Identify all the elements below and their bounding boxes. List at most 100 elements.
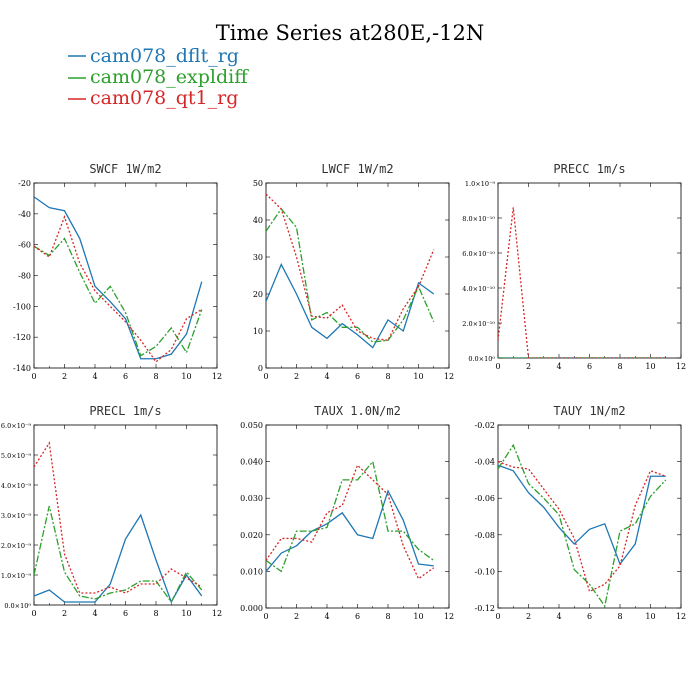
y-tick-label: 0.010 [240, 567, 263, 576]
series-line-cam078_expldiff [498, 443, 667, 608]
y-tick-label: -0.08 [474, 531, 495, 540]
y-tick-label: 30 [253, 253, 263, 262]
y-tick-label: -0.04 [474, 458, 495, 467]
x-tick-label: 4 [92, 372, 97, 381]
y-tick-label: 2.0×10⁻⁹ [1, 542, 31, 550]
x-tick-label: 4 [556, 612, 561, 621]
x-tick-label: 8 [385, 612, 390, 621]
x-tick-label: 6 [123, 372, 128, 381]
x-tick-label: 4 [92, 609, 97, 618]
x-tick-label: 8 [617, 362, 622, 371]
x-tick-label: 8 [617, 612, 622, 621]
series-line-cam078_expldiff [34, 237, 203, 357]
series-line-cam078_dflt_rg [266, 262, 435, 349]
x-tick-label: 2 [294, 612, 299, 621]
y-tick-label: 0.000 [240, 604, 263, 613]
y-tick-label: -100 [13, 302, 31, 311]
x-tick-label: 0 [263, 372, 268, 381]
x-tick-label: 0 [31, 372, 36, 381]
x-tick-label: 2 [62, 372, 67, 381]
x-tick-label: 2 [294, 372, 299, 381]
plot-frame [265, 182, 450, 369]
x-tick-label: 6 [355, 612, 360, 621]
series-line-cam078_qt1_rg [498, 207, 666, 358]
plot-frame [497, 182, 682, 359]
series-line-cam078_qt1_rg [498, 460, 666, 593]
y-tick-label: 40 [253, 216, 263, 225]
x-tick-label: 0 [495, 612, 500, 621]
legend-label-qt1: cam078_qt1_rg [90, 87, 238, 109]
series-line-cam078_qt1_rg [34, 441, 203, 594]
x-tick-label: 0 [495, 362, 500, 371]
plot-frame [265, 424, 450, 609]
y-tick-label: 0.020 [240, 531, 263, 540]
panel-2: PRECC 1m/s 0 2 4 6 8 10 12 0.0×10⁰ 2.0×10⁻¹⁰ 4.0×1… [462, 162, 686, 371]
y-tick-label: -140 [13, 364, 31, 373]
y-tick-label: -40 [18, 210, 31, 219]
y-tick-label: 6.0×10⁻⁹ [1, 422, 31, 430]
panel-title: TAUX 1.0N/m2 [314, 404, 401, 418]
y-tick-label: -20 [18, 179, 31, 188]
y-tick-label: 20 [253, 290, 263, 299]
x-tick-label: 10 [645, 362, 655, 371]
y-tick-label: 0.040 [240, 458, 263, 467]
plot-frame [33, 424, 218, 606]
series-line-cam078_dflt_rg [266, 489, 434, 572]
panels: SWCF 1W/m2 0 2 4 6 8 10 12 -140 -120 -100 -80 -60 -40… [1, 162, 686, 621]
panel-title: LWCF 1W/m2 [321, 162, 393, 176]
y-tick-label: -80 [18, 272, 31, 281]
x-tick-label: 12 [444, 372, 454, 381]
x-tick-label: 0 [31, 609, 36, 618]
x-tick-label: 10 [645, 612, 655, 621]
panel-1: LWCF 1W/m2 0 2 4 6 8 10 12 0 10 20 30 40 50 [253, 162, 454, 381]
series-line-cam078_dflt_rg [34, 196, 203, 360]
x-tick-label: 12 [444, 612, 454, 621]
panel-3: PRECL 1m/s 0 2 4 6 8 10 12 0.0×10⁰ 1.0×10⁻⁹ 2.0×10… [1, 404, 222, 618]
y-tick-label: -0.06 [474, 494, 495, 503]
legend: cam078_dflt_rg cam078_expldiff cam078_qt… [68, 45, 249, 109]
x-tick-label: 2 [526, 612, 531, 621]
y-tick-label: -60 [18, 241, 31, 250]
x-tick-label: 6 [355, 372, 360, 381]
series-line-cam078_dflt_rg [34, 513, 203, 604]
x-tick-label: 12 [212, 372, 222, 381]
legend-label-dflt: cam078_dflt_rg [90, 45, 239, 67]
x-tick-label: 4 [324, 372, 329, 381]
panel-5: TAUY 1N/m2 0 2 4 6 8 10 12 -0.12 -0.10 -0.08 -0.06 -… [474, 404, 686, 621]
x-tick-label: 10 [413, 612, 423, 621]
series-line-cam078_expldiff [34, 505, 203, 604]
x-tick-label: 10 [413, 372, 423, 381]
x-tick-label: 6 [123, 609, 128, 618]
x-tick-label: 12 [676, 612, 686, 621]
panel-title: PRECL 1m/s [89, 404, 161, 418]
y-tick-label: 0.0×10⁰ [4, 602, 31, 610]
y-tick-label: -0.10 [474, 567, 495, 576]
x-tick-label: 12 [676, 362, 686, 371]
panel-title: PRECC 1m/s [553, 162, 625, 176]
y-tick-label: -120 [13, 333, 31, 342]
x-tick-label: 8 [153, 372, 158, 381]
y-tick-label: -0.12 [474, 604, 495, 613]
y-tick-label: 10 [253, 327, 263, 336]
y-tick-label: 5.0×10⁻⁹ [1, 452, 31, 460]
x-tick-label: 12 [212, 609, 222, 618]
y-tick-label: 0 [258, 364, 263, 373]
y-tick-label: 4.0×10⁻⁹ [1, 482, 31, 490]
y-tick-label: 8.0×10⁻¹⁰ [462, 215, 495, 223]
y-tick-label: 6.0×10⁻¹⁰ [462, 250, 495, 258]
y-tick-label: 3.0×10⁻⁹ [1, 512, 31, 520]
y-tick-label: 0.030 [240, 494, 263, 503]
x-tick-label: 0 [263, 612, 268, 621]
x-tick-label: 8 [153, 609, 158, 618]
y-tick-label: 0.050 [240, 421, 263, 430]
series-line-cam078_qt1_rg [266, 464, 435, 580]
x-tick-label: 2 [62, 609, 67, 618]
series-line-cam078_expldiff [266, 460, 435, 573]
x-tick-label: 2 [526, 362, 531, 371]
series-line-cam078_qt1_rg [34, 214, 203, 363]
figure-title: Time Series at280E,-12N [216, 21, 484, 45]
x-tick-label: 4 [324, 612, 329, 621]
legend-label-expldiff: cam078_expldiff [90, 66, 249, 88]
y-tick-label: 2.0×10⁻¹⁰ [462, 320, 495, 328]
